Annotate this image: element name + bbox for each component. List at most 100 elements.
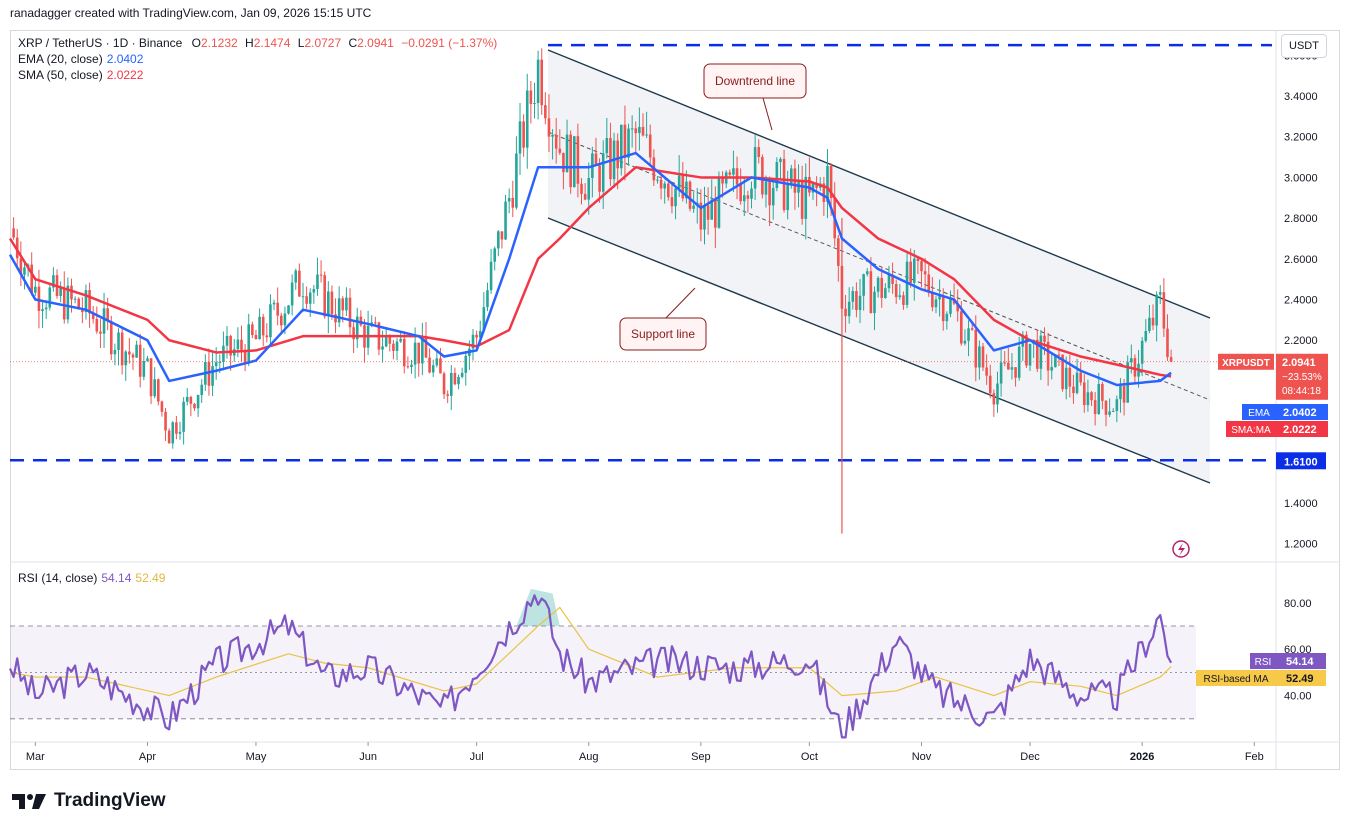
candle-body bbox=[659, 179, 663, 189]
candle-body bbox=[113, 349, 117, 355]
candle-body bbox=[988, 375, 992, 394]
candle-body bbox=[1126, 362, 1129, 403]
candle-body bbox=[225, 335, 229, 346]
candle-body bbox=[1035, 339, 1039, 369]
sma-legend[interactable]: SMA (50, close) 2.0222 bbox=[18, 68, 143, 82]
candle-body bbox=[359, 316, 363, 326]
candle-body bbox=[721, 177, 724, 184]
symbol-label[interactable]: XRP / TetherUS · 1D · Binance bbox=[18, 36, 183, 50]
candle-body bbox=[648, 134, 652, 158]
downtrend-callout-pointer bbox=[762, 97, 773, 131]
candle-body bbox=[876, 277, 880, 292]
time-label: Apr bbox=[139, 751, 156, 763]
candle-body bbox=[287, 305, 290, 314]
candle-body bbox=[1130, 358, 1133, 363]
candle-body bbox=[442, 373, 446, 395]
candle-body bbox=[493, 248, 496, 262]
candle-body bbox=[178, 431, 182, 434]
tradingview-logo[interactable]: TradingView bbox=[12, 790, 166, 812]
candle-body bbox=[572, 136, 576, 188]
candle-body bbox=[525, 90, 529, 148]
rsi-ma-tag-value: 52.49 bbox=[1286, 673, 1314, 685]
candle-body bbox=[1122, 385, 1126, 403]
rsi-ma-tag-name-bg bbox=[1196, 670, 1276, 686]
candle-body bbox=[1140, 340, 1144, 364]
candle-body bbox=[301, 296, 305, 298]
rsi-ma-legend-value: 52.49 bbox=[135, 571, 166, 585]
candle-body bbox=[674, 188, 677, 207]
candle-body bbox=[185, 396, 189, 402]
rsi-tick-label: 40.00 bbox=[1284, 691, 1312, 703]
candle-body bbox=[88, 290, 91, 314]
candle-body bbox=[627, 128, 630, 158]
candle-body bbox=[710, 199, 714, 220]
candle-body bbox=[218, 361, 222, 363]
candle-body bbox=[630, 128, 634, 130]
candle-body bbox=[598, 165, 601, 192]
candle-body bbox=[117, 332, 120, 350]
sma-50-line bbox=[8, 166, 1172, 378]
candle-body bbox=[554, 134, 558, 149]
candle-body bbox=[981, 346, 985, 368]
candle-body bbox=[99, 331, 102, 334]
candle-body bbox=[529, 90, 533, 104]
candle-body bbox=[804, 176, 808, 219]
rsi-line bbox=[8, 594, 1173, 739]
candle-body bbox=[829, 165, 833, 198]
candle-body bbox=[109, 321, 113, 355]
candle-body bbox=[34, 286, 37, 293]
sma-tag-value-bg bbox=[1276, 421, 1328, 437]
time-label: Dec bbox=[1020, 751, 1040, 763]
price-tick-label: 2.2000 bbox=[1284, 335, 1318, 347]
rsi-ma-line bbox=[9, 606, 1172, 697]
candle-body bbox=[569, 134, 572, 188]
candle-body bbox=[594, 153, 598, 166]
candle-body bbox=[1014, 367, 1017, 378]
high-value: 2.1474 bbox=[253, 36, 291, 50]
ema-legend[interactable]: EMA (20, close) 2.0402 bbox=[18, 52, 143, 66]
candle-body bbox=[128, 351, 131, 355]
downtrend-callout-box bbox=[703, 63, 807, 99]
candle-body bbox=[497, 231, 500, 249]
candle-body bbox=[768, 181, 771, 206]
candle-body bbox=[583, 193, 587, 200]
candle-body bbox=[348, 297, 352, 328]
candle-body bbox=[95, 318, 99, 332]
candle-body bbox=[1115, 399, 1119, 411]
candle-body bbox=[276, 302, 279, 316]
candle-body bbox=[193, 403, 196, 409]
candle-body bbox=[826, 165, 829, 202]
candle-body bbox=[873, 291, 876, 314]
sma-tag-value: 2.0222 bbox=[1283, 424, 1317, 436]
last-price-symbol-tag bbox=[1218, 353, 1274, 370]
support-callout-box bbox=[619, 317, 707, 351]
last-price-change: −23.53% bbox=[1282, 372, 1322, 383]
candle-body bbox=[837, 238, 840, 266]
candle-body bbox=[399, 338, 402, 342]
candle-body bbox=[902, 295, 905, 305]
rsi-legend[interactable]: RSI (14, close) 54.14 52.49 bbox=[18, 571, 165, 585]
candle-body bbox=[938, 295, 941, 300]
price-tick-label: 3.0000 bbox=[1284, 172, 1318, 184]
candle-body bbox=[912, 258, 916, 283]
candle-body bbox=[196, 395, 200, 409]
channel-midline bbox=[547, 131, 1211, 401]
candle-body bbox=[214, 362, 218, 367]
candle-body bbox=[167, 430, 171, 444]
candle-body bbox=[967, 328, 970, 341]
time-label: Feb bbox=[1245, 751, 1264, 763]
candle-body bbox=[345, 297, 348, 311]
candle-body bbox=[786, 184, 789, 211]
candle-body bbox=[1086, 392, 1090, 406]
sma-tag-name-bg bbox=[1226, 421, 1276, 437]
rsi-tag-name-bg bbox=[1250, 653, 1276, 669]
candle-body bbox=[1064, 367, 1068, 390]
candle-body bbox=[243, 349, 247, 364]
ema-20-line bbox=[8, 151, 1172, 387]
candle-body bbox=[779, 158, 782, 163]
level-tag-value: 1.6100 bbox=[1284, 456, 1318, 468]
currency-button[interactable]: USDT bbox=[1281, 34, 1327, 58]
candle-body bbox=[949, 299, 952, 314]
candle-body bbox=[261, 316, 265, 336]
